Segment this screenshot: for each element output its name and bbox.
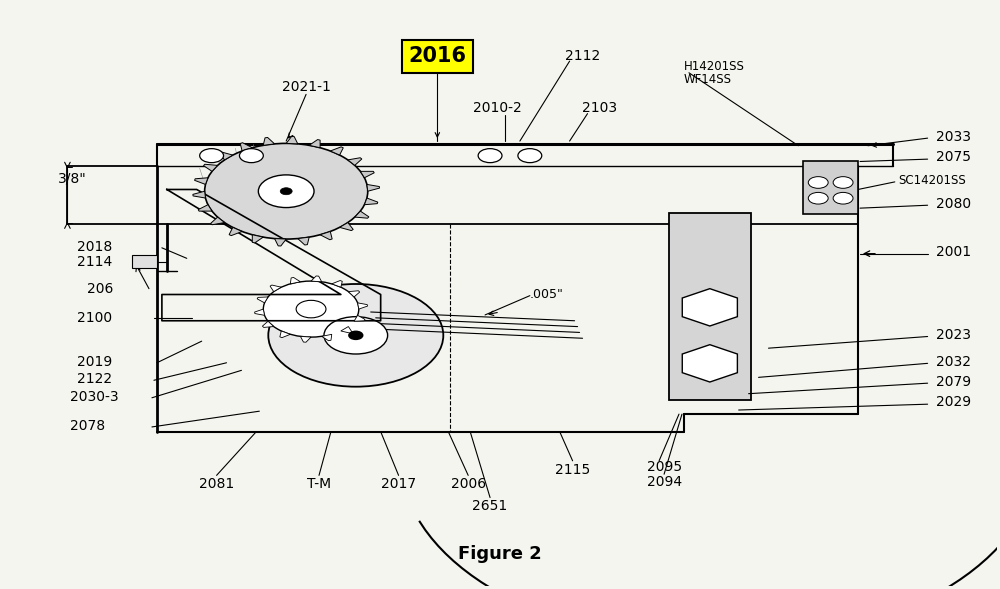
Text: .005": .005" [530,288,564,301]
Text: 2017: 2017 [381,477,416,491]
Text: 2033: 2033 [936,130,971,144]
Text: 2122: 2122 [77,372,112,386]
Text: 2651: 2651 [472,499,508,512]
Polygon shape [355,211,369,218]
Polygon shape [257,297,268,303]
Text: Figure 2: Figure 2 [458,545,542,563]
Polygon shape [332,280,342,287]
Polygon shape [322,335,332,340]
Text: 2019: 2019 [77,355,113,369]
Circle shape [258,175,314,207]
Circle shape [808,193,828,204]
Polygon shape [252,235,263,243]
Polygon shape [240,143,252,151]
Circle shape [263,281,359,337]
Polygon shape [348,291,360,297]
Polygon shape [309,140,320,148]
Text: 2114: 2114 [77,256,113,269]
Polygon shape [290,277,300,284]
Circle shape [296,300,326,318]
Text: 2029: 2029 [936,395,971,409]
Text: 2075: 2075 [936,150,971,164]
Polygon shape [211,217,225,225]
Text: SC14201SS: SC14201SS [898,174,966,187]
Polygon shape [682,345,737,382]
Circle shape [239,148,263,163]
Polygon shape [280,331,290,337]
Text: 2115: 2115 [555,462,590,477]
Text: 2095: 2095 [647,459,682,474]
Text: 2016: 2016 [408,47,466,67]
Polygon shape [255,309,265,315]
Text: 2023: 2023 [936,328,971,342]
Text: 2001: 2001 [936,246,971,260]
Circle shape [200,148,224,163]
Text: 2032: 2032 [936,355,971,369]
Polygon shape [263,137,275,145]
Polygon shape [193,191,205,198]
Bar [132,256,157,268]
Polygon shape [682,289,737,326]
Circle shape [268,284,443,387]
Text: 2010-2: 2010-2 [473,101,521,115]
Polygon shape [364,198,378,205]
Text: 2112: 2112 [565,49,600,64]
Text: 2030-3: 2030-3 [70,389,119,403]
Polygon shape [330,147,343,155]
Polygon shape [340,223,353,230]
Text: H14201SS: H14201SS [684,61,745,74]
Polygon shape [320,231,332,240]
Text: 2103: 2103 [582,101,617,115]
Text: WF14SS: WF14SS [684,73,732,87]
Circle shape [808,177,828,188]
Circle shape [478,148,502,163]
Polygon shape [229,227,242,236]
Polygon shape [354,315,365,321]
Polygon shape [195,178,208,184]
Polygon shape [198,205,212,211]
Text: 2100: 2100 [77,311,112,325]
Bar [669,213,751,399]
Polygon shape [358,303,368,309]
Text: 2080: 2080 [936,197,971,211]
Text: 3/8": 3/8" [57,172,86,186]
Polygon shape [219,152,233,160]
Polygon shape [298,237,309,245]
Text: 2081: 2081 [199,477,234,491]
Circle shape [205,143,368,239]
Polygon shape [262,321,274,327]
Polygon shape [270,285,281,292]
Circle shape [349,331,363,339]
Text: 2006: 2006 [451,477,486,491]
Polygon shape [204,164,218,171]
Polygon shape [360,171,374,178]
Circle shape [833,177,853,188]
Bar [803,161,858,214]
Polygon shape [300,336,311,342]
Text: 206: 206 [87,282,114,296]
Text: 2078: 2078 [70,419,106,433]
Polygon shape [341,326,352,333]
Text: T-M: T-M [307,477,331,491]
Polygon shape [286,137,298,144]
Text: 2094: 2094 [647,475,682,489]
Text: 2018: 2018 [77,240,113,254]
Polygon shape [367,184,380,191]
Text: 2079: 2079 [936,375,971,389]
Circle shape [833,193,853,204]
Polygon shape [311,276,322,282]
Circle shape [518,148,542,163]
Circle shape [324,317,388,354]
Polygon shape [348,158,362,166]
Polygon shape [275,239,286,246]
Text: 2021-1: 2021-1 [282,80,331,94]
Circle shape [280,188,292,195]
